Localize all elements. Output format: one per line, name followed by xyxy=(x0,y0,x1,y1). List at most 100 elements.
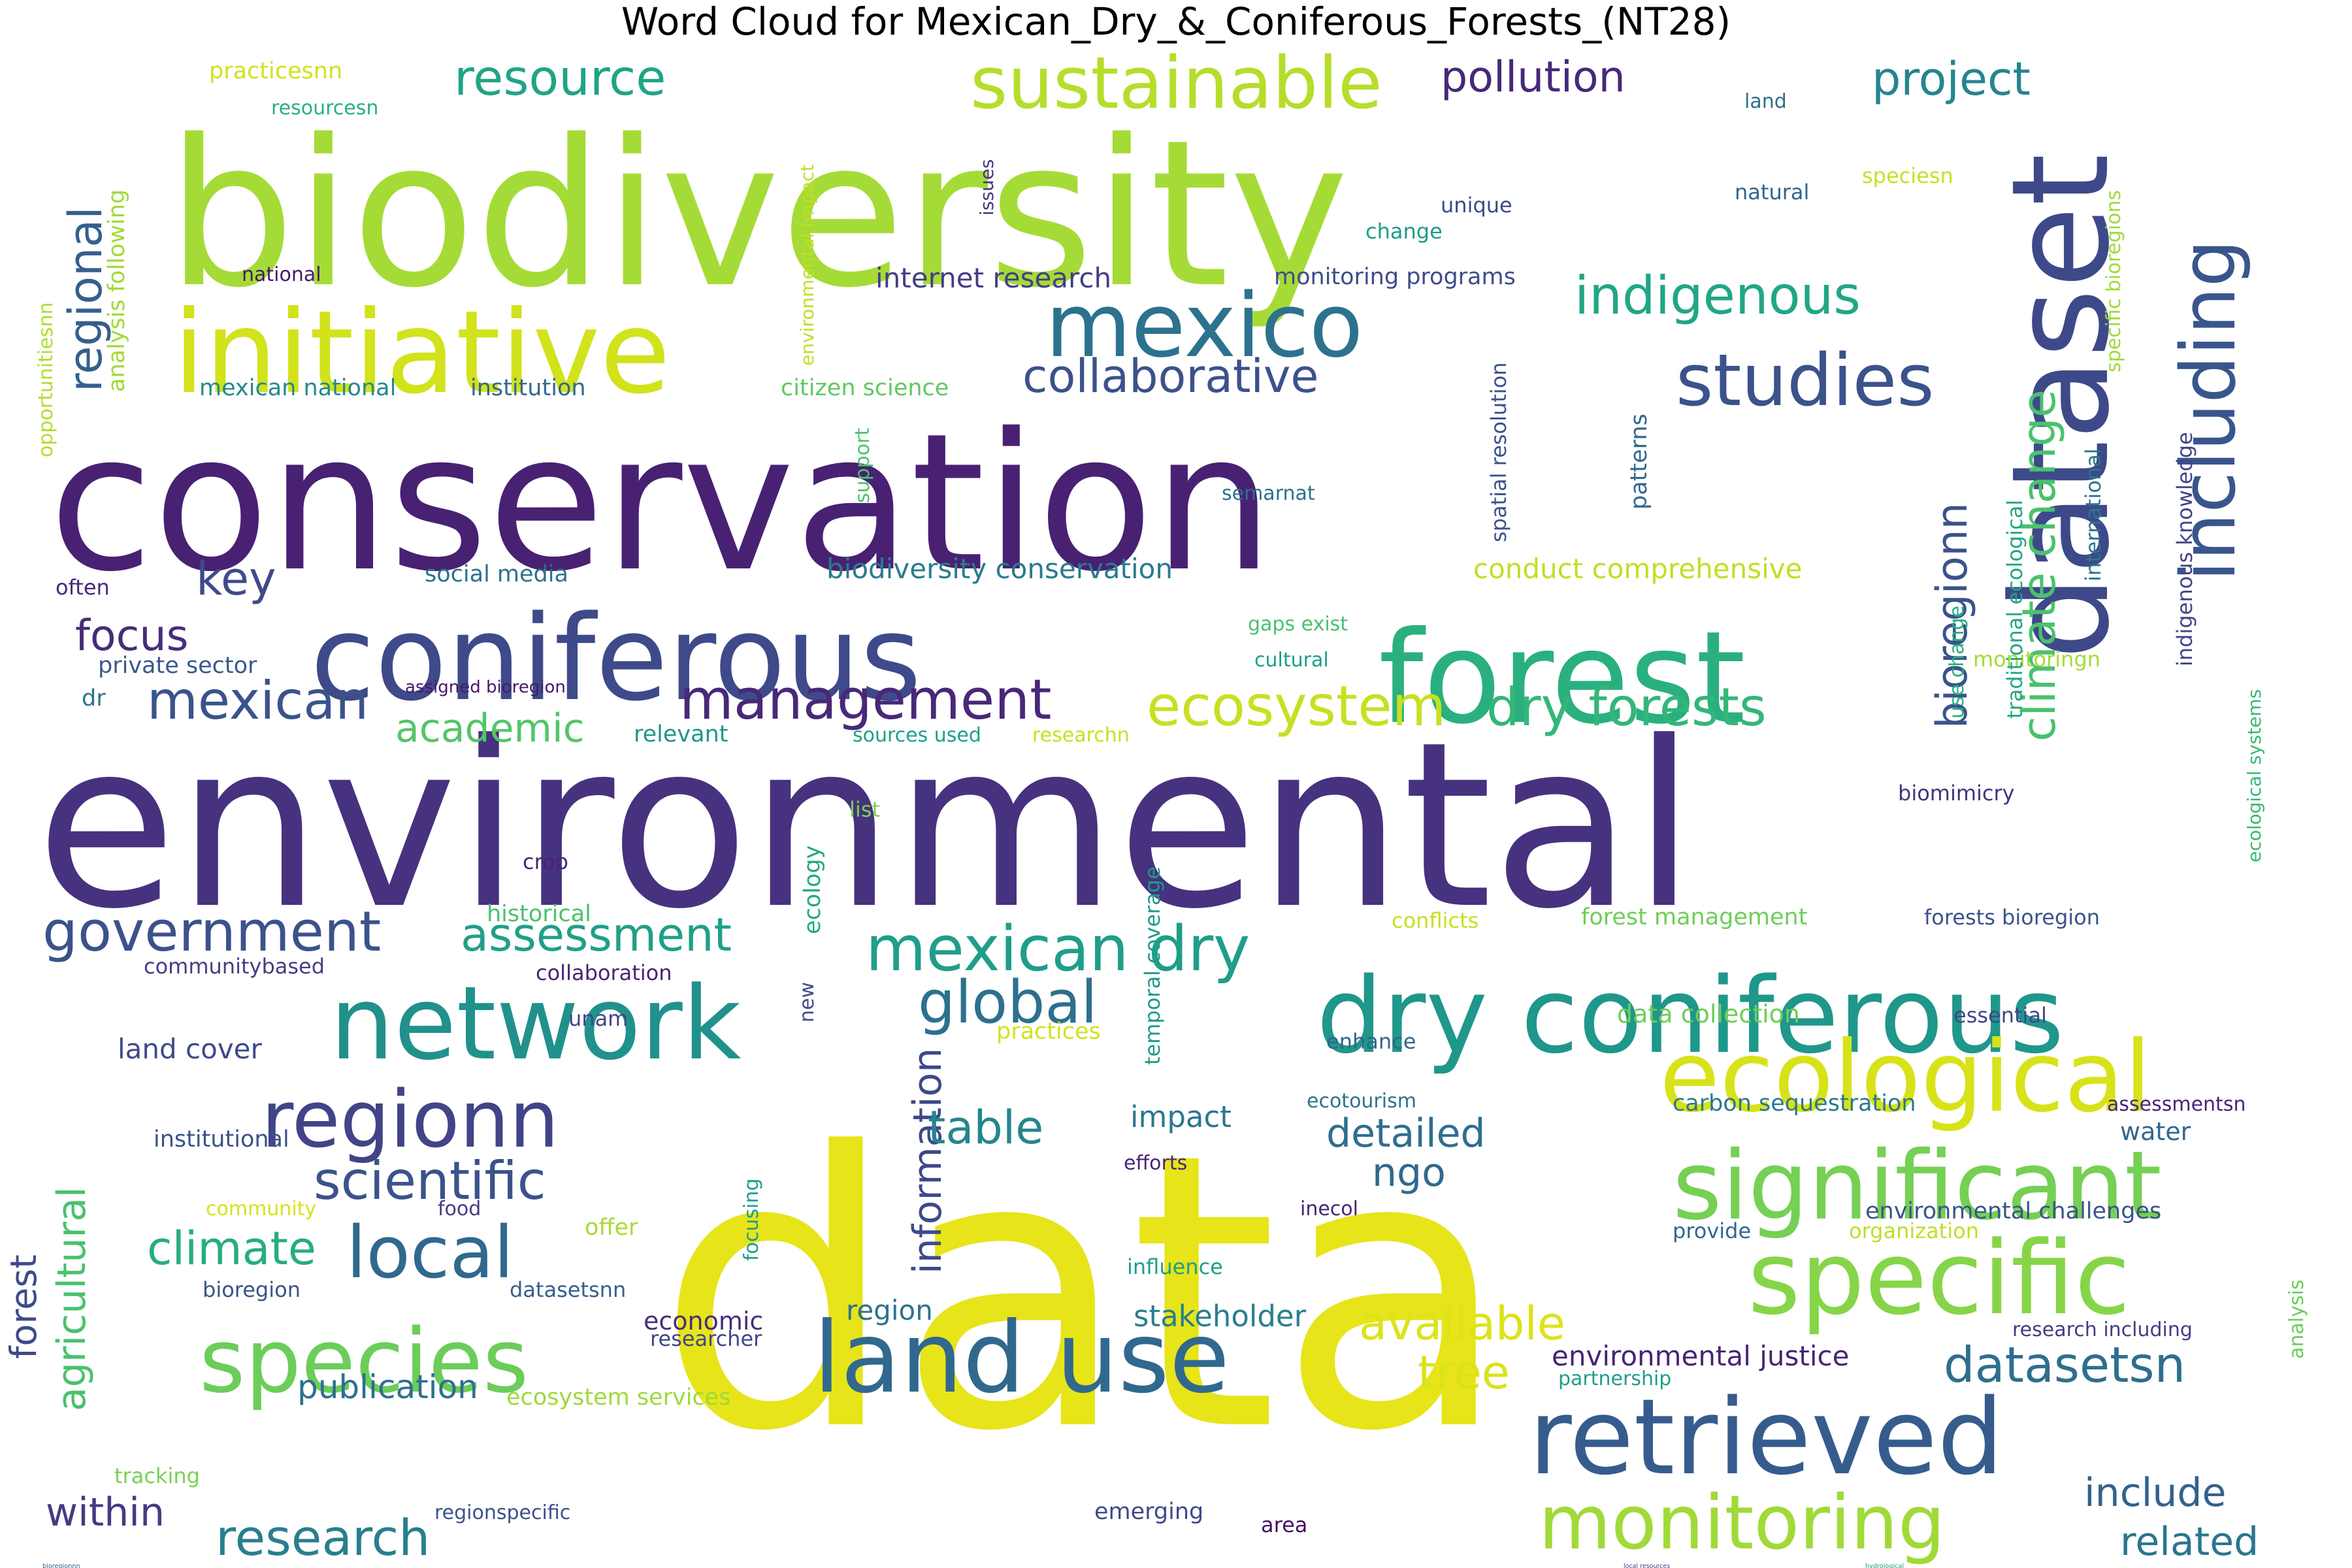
word-mexico: mexico xyxy=(1045,274,1363,377)
word-provide: provide xyxy=(1673,1218,1751,1243)
word-pollution: pollution xyxy=(1441,53,1625,102)
word-enhance: enhance xyxy=(1326,1029,1416,1054)
word-citizen-science: citizen science xyxy=(781,375,949,401)
word-data-collection: data collection xyxy=(1617,1000,1800,1028)
word-collaboration: collaboration xyxy=(536,960,672,985)
word-change: change xyxy=(1365,219,1443,244)
word-indigenous-knowledge: indigenous knowledge xyxy=(2172,432,2197,666)
word-stakeholder: stakeholder xyxy=(1134,1299,1307,1333)
word-communitybased: communitybased xyxy=(144,954,325,979)
word-social-media: social media xyxy=(425,561,568,587)
word-natural: natural xyxy=(1735,180,1809,204)
word-coniferous: coniferous xyxy=(310,591,921,727)
word-resource: resource xyxy=(454,49,666,106)
word-support: support xyxy=(851,428,874,503)
word-publication: publication xyxy=(297,1368,478,1406)
word-efforts: efforts xyxy=(1124,1152,1187,1175)
word-ngo: ngo xyxy=(1372,1150,1446,1196)
word-mexican: mexican xyxy=(147,670,368,731)
word-semarnat: semarnat xyxy=(1222,482,1315,505)
word-patterns: patterns xyxy=(1626,414,1652,510)
word-bioregionnn: bioregionnn xyxy=(42,1563,80,1568)
word-network: network xyxy=(330,964,742,1083)
word-analysis-following: analysis following xyxy=(104,189,130,392)
word-water: water xyxy=(2120,1117,2191,1146)
word-temporal-coverage: temporal coverage xyxy=(1140,866,1165,1065)
word-detailed: detailed xyxy=(1326,1111,1486,1156)
word-biomimicry: biomimicry xyxy=(1898,781,2015,806)
word-dr: dr xyxy=(82,685,106,711)
word-new: new xyxy=(796,982,819,1022)
word-internet-research: internet research xyxy=(875,262,1111,294)
word-related: related xyxy=(2120,1519,2259,1565)
word-institutional: institutional xyxy=(154,1126,289,1152)
word-research: research xyxy=(216,1509,430,1567)
word-regional: regional xyxy=(59,206,112,392)
word-climate-change: climate change xyxy=(2012,389,2066,742)
word-management: management xyxy=(679,668,1051,732)
word-specific: specific xyxy=(1748,1219,2131,1337)
word-private-sector: private sector xyxy=(98,653,257,679)
word-biodiversity: biodiversity xyxy=(167,97,1349,333)
word-research-including: research including xyxy=(2012,1318,2193,1341)
word-environmental: environmental xyxy=(36,693,1696,959)
word-cultural: cultural xyxy=(1254,649,1329,672)
word-use-change: use change xyxy=(1946,606,1968,719)
word-national: national xyxy=(242,263,321,286)
word-carbon-sequestration: carbon sequestration xyxy=(1673,1090,1916,1117)
word-historical: historical xyxy=(487,901,591,927)
word-specific-bioregions: specific bioregions xyxy=(2102,190,2125,372)
word-area: area xyxy=(1261,1512,1307,1537)
word-ecological: ecological xyxy=(1659,1021,2151,1134)
word-information: information xyxy=(905,1048,951,1274)
word-collaborative: collaborative xyxy=(1022,350,1318,403)
word-list: list xyxy=(849,797,880,822)
word-datasetsnn: datasetsnn xyxy=(510,1277,626,1302)
word-ecotourism: ecotourism xyxy=(1307,1090,1416,1113)
word-ecology: ecology xyxy=(800,845,826,934)
word-available: available xyxy=(1359,1297,1565,1350)
word-dry-coniferous: dry coniferous xyxy=(1316,955,2064,1077)
word-essential: essential xyxy=(1953,1003,2047,1028)
word-inecol: inecol xyxy=(1300,1198,1358,1220)
word-often: often xyxy=(56,575,110,600)
word-issues: issues xyxy=(976,159,998,216)
word-initiative: initiative xyxy=(173,287,670,419)
word-local: local xyxy=(346,1211,514,1294)
word-land: land xyxy=(1744,90,1787,113)
word-conservation: conservation xyxy=(49,393,1273,613)
word-international: international xyxy=(2081,448,2106,581)
word-speciesn: speciesn xyxy=(1862,163,1953,188)
word-monitoring: monitoring xyxy=(1539,1479,1945,1566)
word-scientific: scientific xyxy=(314,1151,546,1211)
chart-title: Word Cloud for Mexican_Dry_&_Coniferous_… xyxy=(621,0,1731,44)
word-monitoringn: monitoringn xyxy=(1973,647,2100,672)
word-conflicts: conflicts xyxy=(1392,908,1478,933)
word-forests-bioregion: forests bioregion xyxy=(1924,905,2100,930)
word-bioregionn: bioregionn xyxy=(1928,502,1977,728)
word-researchn: researchn xyxy=(1032,724,1130,747)
word-economic: economic xyxy=(644,1307,763,1335)
word-biodiversity-conservation: biodiversity conservation xyxy=(826,553,1173,585)
word-practicesnn: practicesnn xyxy=(209,58,342,84)
word-community: community xyxy=(206,1198,316,1220)
word-include: include xyxy=(2084,1470,2226,1516)
word-impact: impact xyxy=(1130,1100,1232,1134)
word-indigenous: indigenous xyxy=(1575,265,1861,326)
word-environmental-impact: environmental impact xyxy=(796,164,818,366)
word-unam: unam xyxy=(568,1006,628,1031)
word-assessment: assessment xyxy=(461,908,732,962)
word-local-resources: local resources xyxy=(1624,1563,1670,1568)
word-partnership: partnership xyxy=(1558,1367,1671,1390)
word-food: food xyxy=(438,1198,481,1220)
word-researcher: researcher xyxy=(650,1326,762,1351)
word-ecological-systems: ecological systems xyxy=(2244,689,2265,862)
word-crop: crop xyxy=(523,849,568,874)
word-datasetsn: datasetsn xyxy=(1944,1336,2185,1394)
word-bioregion: bioregion xyxy=(203,1277,301,1302)
word-species: species xyxy=(199,1310,529,1413)
word-within: within xyxy=(46,1490,165,1535)
word-regionn: regionn xyxy=(261,1075,559,1166)
word-hydrological: hydrological xyxy=(1865,1563,1904,1568)
word-dataset: dataset xyxy=(1984,154,2139,660)
